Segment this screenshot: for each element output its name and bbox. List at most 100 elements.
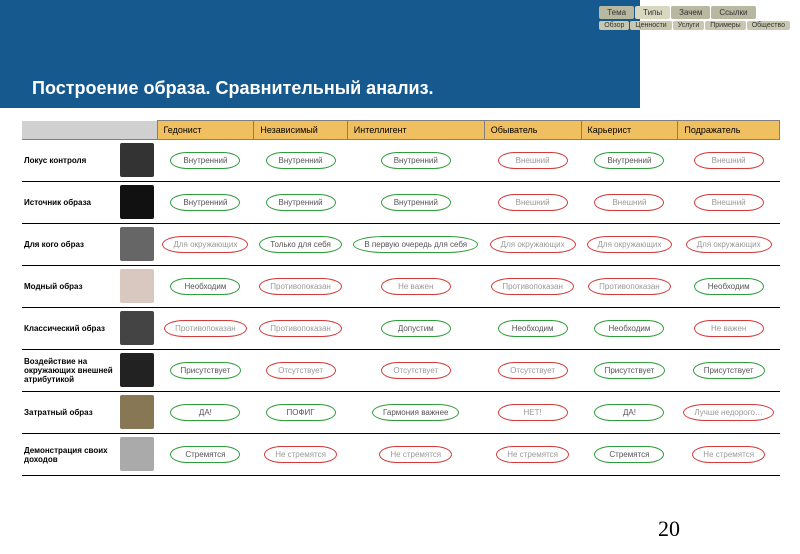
data-cell: Необходим xyxy=(678,266,780,308)
data-cell: Внутренний xyxy=(157,182,254,224)
row-icon-cell xyxy=(117,308,157,350)
nav-subtab[interactable]: Обзор xyxy=(599,21,629,30)
value-pill: Необходим xyxy=(594,320,664,338)
value-pill: Присутствует xyxy=(693,362,765,380)
data-cell: Внутренний xyxy=(254,182,347,224)
table-row: Воздействие на окружающих внешней атрибу… xyxy=(22,350,780,392)
nav-subtab[interactable]: Примеры xyxy=(705,21,745,30)
value-pill: Гармония важнее xyxy=(372,404,459,422)
value-pill: Отсутствует xyxy=(381,362,451,380)
value-pill: Не стремятся xyxy=(496,446,569,464)
value-pill: Внутренний xyxy=(170,194,240,212)
data-cell: Присутствует xyxy=(581,350,678,392)
data-cell: Отсутствует xyxy=(484,350,581,392)
row-icon-cell xyxy=(117,182,157,224)
value-pill: Внутренний xyxy=(266,194,336,212)
row-thumbnail xyxy=(120,353,154,387)
value-pill: Не стремятся xyxy=(264,446,337,464)
value-pill: Внешний xyxy=(694,194,764,212)
row-label: Затратный образ xyxy=(22,392,117,434)
row-thumbnail xyxy=(120,185,154,219)
data-cell: Внутренний xyxy=(347,140,484,182)
data-cell: ПОФИГ xyxy=(254,392,347,434)
column-header: Независимый xyxy=(254,121,347,140)
column-header: Гедонист xyxy=(157,121,254,140)
value-pill: Не стремятся xyxy=(692,446,765,464)
data-cell: Внутренний xyxy=(347,182,484,224)
data-cell: Противопоказан xyxy=(254,266,347,308)
nav-tab[interactable]: Тема xyxy=(599,6,634,19)
row-thumbnail xyxy=(120,269,154,303)
data-cell: Внешний xyxy=(678,140,780,182)
data-cell: Противопоказан xyxy=(484,266,581,308)
column-header: Обыватель xyxy=(484,121,581,140)
data-cell: Не стремятся xyxy=(678,434,780,476)
row-thumbnail xyxy=(120,437,154,471)
nav-row-main: ТемаТипыЗачемСсылки xyxy=(599,6,790,19)
value-pill: Противопоказан xyxy=(259,278,342,296)
value-pill: Присутствует xyxy=(594,362,666,380)
data-cell: Присутствует xyxy=(678,350,780,392)
data-cell: Противопоказан xyxy=(254,308,347,350)
value-pill: Внешний xyxy=(594,194,664,212)
data-cell: Для окружающих xyxy=(484,224,581,266)
data-cell: Для окружающих xyxy=(157,224,254,266)
value-pill: Внешний xyxy=(498,194,568,212)
data-cell: Стремятся xyxy=(581,434,678,476)
row-label: Локус контроля xyxy=(22,140,117,182)
data-cell: Противопоказан xyxy=(581,266,678,308)
row-icon-cell xyxy=(117,434,157,476)
column-header: Подражатель xyxy=(678,121,780,140)
value-pill: Стремятся xyxy=(594,446,664,464)
data-cell: Гармония важнее xyxy=(347,392,484,434)
comparison-table-wrap: ГедонистНезависимыйИнтеллигентОбывательК… xyxy=(22,120,780,476)
value-pill: Внутренний xyxy=(594,152,664,170)
data-cell: Не стремятся xyxy=(254,434,347,476)
data-cell: Внутренний xyxy=(581,140,678,182)
data-cell: Не стремятся xyxy=(347,434,484,476)
value-pill: Внутренний xyxy=(170,152,240,170)
value-pill: Для окружающих xyxy=(162,236,248,254)
value-pill: Для окружающих xyxy=(490,236,576,254)
table-row: Модный образ Необходим Противопоказан Не ва… xyxy=(22,266,780,308)
data-cell: Внешний xyxy=(484,182,581,224)
row-icon-cell xyxy=(117,140,157,182)
data-cell: Отсутствует xyxy=(254,350,347,392)
nav-tab[interactable]: Типы xyxy=(635,6,670,19)
nav-subtab[interactable]: Общество xyxy=(747,21,790,30)
table-row: Для кого образДля окружающихТолько для с… xyxy=(22,224,780,266)
value-pill: ДА! xyxy=(170,404,240,422)
table-row: Источник образаВнутреннийВнутреннийВнутр… xyxy=(22,182,780,224)
nav-subtab[interactable]: Ценности xyxy=(630,21,671,30)
row-icon-cell xyxy=(117,266,157,308)
value-pill: Не стремятся xyxy=(379,446,452,464)
nav-tab[interactable]: Зачем xyxy=(671,6,710,19)
value-pill: Стремятся xyxy=(170,446,240,464)
value-pill: Противопоказан xyxy=(259,320,342,338)
value-pill: Внутренний xyxy=(381,194,451,212)
value-pill: Противопоказан xyxy=(491,278,574,296)
value-pill: Не важен xyxy=(694,320,764,338)
nav-tab[interactable]: Ссылки xyxy=(711,6,755,19)
value-pill: Отсутствует xyxy=(266,362,336,380)
value-pill: Внутренний xyxy=(381,152,451,170)
data-cell: ДА! xyxy=(581,392,678,434)
row-label: Модный образ xyxy=(22,266,117,308)
data-cell: Внутренний xyxy=(254,140,347,182)
nav-subtab[interactable]: Услуги xyxy=(673,21,705,30)
data-cell: Необходим xyxy=(157,266,254,308)
data-cell: НЕТ! xyxy=(484,392,581,434)
row-label: Воздействие на окружающих внешней атрибу… xyxy=(22,350,117,392)
value-pill: Не важен xyxy=(381,278,451,296)
value-pill: В первую очередь для себя xyxy=(353,236,478,254)
table-row: Затратный образ ДА! ПОФИГ Гармония важнее НЕ… xyxy=(22,392,780,434)
table-row: Демонстрация своих доходов Стремятся Не ст… xyxy=(22,434,780,476)
value-pill: Лучше недорого… xyxy=(683,404,774,422)
data-cell: Присутствует xyxy=(157,350,254,392)
data-cell: Необходим xyxy=(484,308,581,350)
row-label: Для кого образ xyxy=(22,224,117,266)
value-pill: ДА! xyxy=(594,404,664,422)
row-label: Демонстрация своих доходов xyxy=(22,434,117,476)
value-pill: НЕТ! xyxy=(498,404,568,422)
value-pill: Противопоказан xyxy=(588,278,671,296)
